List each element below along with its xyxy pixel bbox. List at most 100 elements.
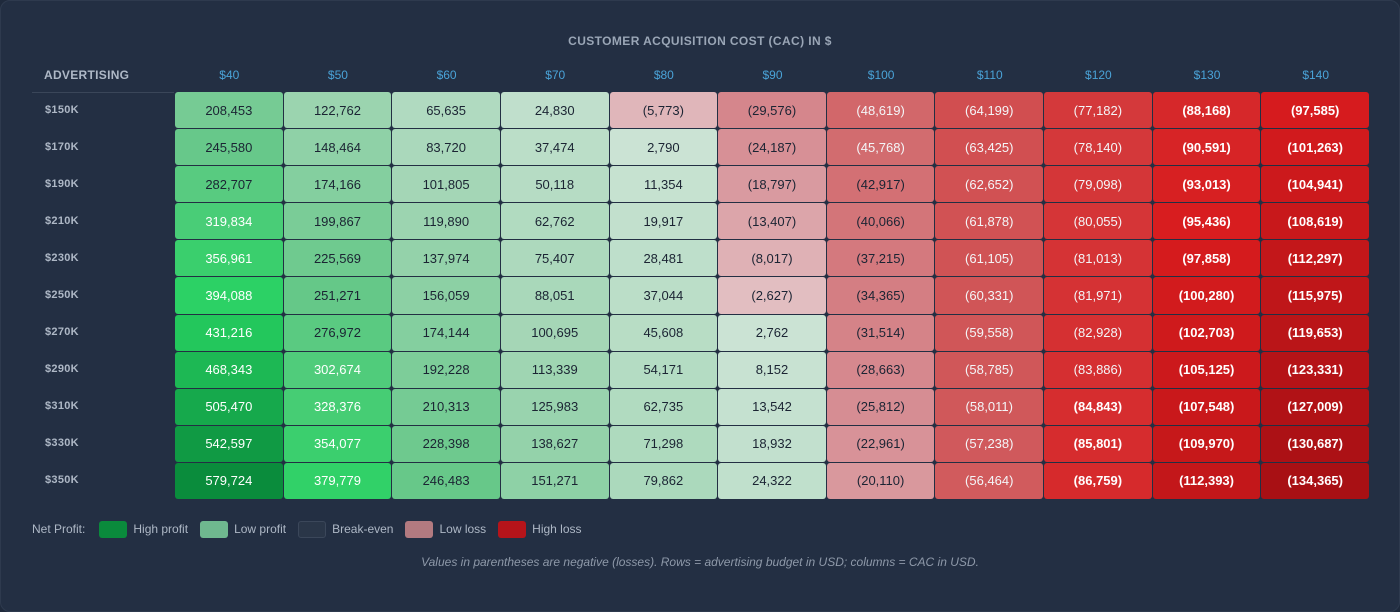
row-label: $330K	[45, 437, 79, 450]
heatmap-cell: (61,105)	[935, 240, 1044, 277]
heatmap-cell: (97,858)	[1152, 240, 1261, 277]
heatmap-cell: (64,199)	[935, 92, 1044, 129]
heatmap-cell: (112,393)	[1152, 462, 1261, 499]
heatmap-cell: (104,941)	[1261, 166, 1369, 203]
row-label: $150K	[45, 103, 79, 116]
heatmap-cell: (56,464)	[935, 462, 1044, 499]
column-label: $60	[436, 68, 457, 82]
heatmap-cell: 50,118	[500, 166, 609, 203]
heatmap-cell: (88,168)	[1152, 92, 1261, 129]
heatmap-cell: 137,974	[392, 240, 500, 277]
heatmap-cell: (123,331)	[1261, 351, 1369, 388]
heatmap-cell: 122,762	[283, 92, 392, 129]
row-label: $310K	[45, 400, 79, 413]
heatmap-cell: (77,182)	[1044, 92, 1152, 129]
heatmap-cell: 394,088	[175, 277, 283, 314]
legend-label-low-loss: Low loss	[439, 522, 487, 536]
heatmap-cell: 192,228	[392, 351, 500, 388]
heatmap-cell: (134,365)	[1261, 462, 1369, 499]
heatmap-cell: 251,271	[283, 277, 392, 314]
column-label: $70	[545, 68, 566, 82]
heatmap-cell: 356,961	[175, 240, 283, 277]
heatmap-cell: 225,569	[283, 240, 392, 277]
heatmap-cell: 100,695	[500, 314, 609, 351]
row-label: $290K	[45, 363, 79, 376]
row-label: $170K	[45, 140, 79, 153]
column-label: $100	[867, 68, 895, 82]
heatmap-cell: 468,343	[175, 351, 283, 388]
heatmap-cell: (81,971)	[1044, 277, 1152, 314]
heatmap-cell: 19,917	[609, 203, 718, 240]
heatmap-cell: 2,762	[718, 314, 826, 351]
heatmap-cell: 210,313	[392, 388, 500, 425]
header-divider	[32, 92, 174, 93]
heatmap-cell: (45,768)	[826, 129, 935, 166]
heatmap-cell: 319,834	[175, 203, 283, 240]
heatmap-cell: 246,483	[392, 462, 500, 499]
heatmap-cell: (86,759)	[1044, 462, 1152, 499]
heatmap-cell: 156,059	[392, 277, 500, 314]
heatmap-cell: 245,580	[175, 129, 283, 166]
heatmap-cell: 54,171	[609, 351, 718, 388]
legend-swatch-low-profit	[200, 520, 229, 538]
heatmap-cell: (78,140)	[1044, 129, 1152, 166]
heatmap-cell: 2,790	[609, 129, 718, 166]
heatmap-cell: (37,215)	[826, 240, 935, 277]
heatmap-cell: (108,619)	[1261, 203, 1369, 240]
footnote: Values in parentheses are negative (loss…	[421, 555, 979, 569]
heatmap-cell: (59,558)	[935, 314, 1044, 351]
heatmap-cell: (107,548)	[1152, 388, 1261, 425]
heatmap-cell: 62,762	[500, 203, 609, 240]
legend-item-low-profit: Low profit	[200, 520, 287, 538]
heatmap-cell: 151,271	[500, 462, 609, 499]
heatmap-cell: 138,627	[500, 425, 609, 462]
heatmap-cell: (58,011)	[935, 388, 1044, 425]
heatmap-cell: 83,720	[392, 129, 500, 166]
row-label: $210K	[45, 214, 79, 227]
heatmap-cell: 199,867	[283, 203, 392, 240]
legend-swatch-low-loss	[405, 520, 434, 538]
heatmap-cell: 37,044	[609, 277, 718, 314]
heatmap-cell: 62,735	[609, 388, 718, 425]
heatmap-cell: (40,066)	[826, 203, 935, 240]
legend-label-low-profit: Low profit	[234, 522, 287, 536]
heatmap-cell: (22,961)	[826, 425, 935, 462]
legend-item-high-profit: High profit	[99, 520, 188, 538]
heatmap-cell: (100,280)	[1152, 277, 1261, 314]
heatmap-cell: (25,812)	[826, 388, 935, 425]
column-label: $140	[1302, 68, 1330, 82]
heatmap-cell: (119,653)	[1261, 314, 1369, 351]
row-label: $270K	[45, 326, 79, 339]
heatmap-cell: 24,322	[718, 462, 826, 499]
heatmap-cell: 302,674	[283, 351, 392, 388]
column-label: $90	[762, 68, 783, 82]
heatmap-cell: 148,464	[283, 129, 392, 166]
heatmap-cell: 354,077	[283, 425, 392, 462]
heatmap-cell: (130,687)	[1261, 425, 1369, 462]
heatmap-cell: 45,608	[609, 314, 718, 351]
legend-label-break-even: Break-even	[332, 522, 394, 536]
heatmap-cell: (57,238)	[935, 425, 1044, 462]
heatmap-cell: (60,331)	[935, 277, 1044, 314]
heatmap-cell: (82,928)	[1044, 314, 1152, 351]
heatmap-cell: 328,376	[283, 388, 392, 425]
heatmap-cell: (62,652)	[935, 166, 1044, 203]
heatmap-cell: 71,298	[609, 425, 718, 462]
heatmap-cell: 65,635	[392, 92, 500, 129]
legend-label-high-loss: High loss	[532, 522, 582, 536]
heatmap-cell: (105,125)	[1152, 351, 1261, 388]
legend-swatch-break-even	[298, 520, 327, 538]
heatmap-cell: (63,425)	[935, 129, 1044, 166]
heatmap-cell: 379,779	[283, 462, 392, 499]
heatmap-cell: (2,627)	[718, 277, 826, 314]
heatmap-cell: (48,619)	[826, 92, 935, 129]
heatmap-cell: (112,297)	[1261, 240, 1369, 277]
heatmap-cell: (5,773)	[609, 92, 718, 129]
legend-title: Net Profit:	[32, 522, 86, 536]
heatmap-cell: 174,144	[392, 314, 500, 351]
heatmap-cell: (34,365)	[826, 277, 935, 314]
row-label: $230K	[45, 251, 79, 264]
heatmap-cell: 75,407	[500, 240, 609, 277]
heatmap-cell: (102,703)	[1152, 314, 1261, 351]
heatmap-cell: 119,890	[392, 203, 500, 240]
